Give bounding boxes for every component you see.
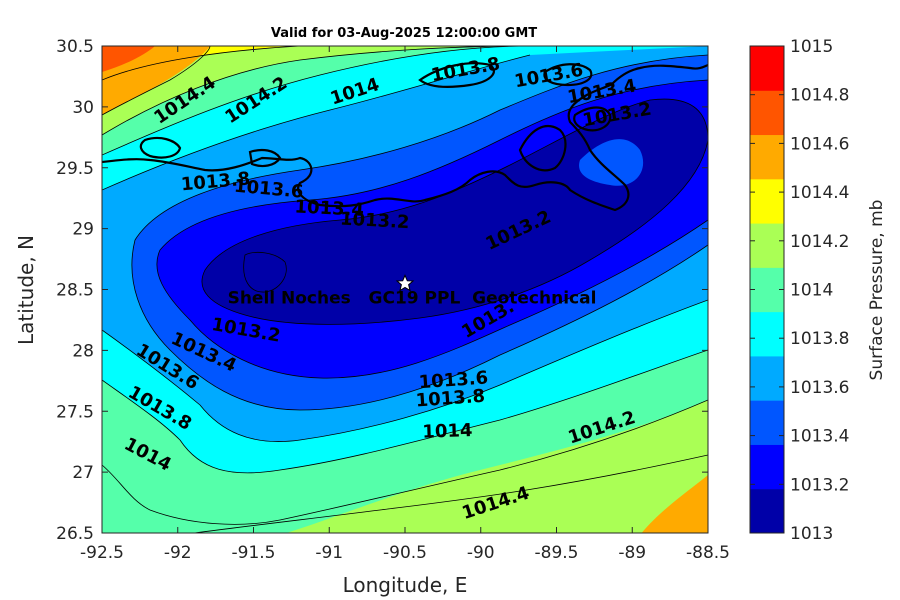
x-tick-label: -91 xyxy=(315,543,343,563)
coastline-delta xyxy=(518,106,612,172)
x-tick-label: -90 xyxy=(467,543,495,563)
band-1014.8-top-left xyxy=(102,46,155,72)
contour-line-1013.4 xyxy=(131,54,708,411)
colorbar-tick-label: 1014.2 xyxy=(790,232,849,252)
x-tick-label: -91.5 xyxy=(232,543,276,563)
colorbar-tick-label: 1013 xyxy=(790,524,833,544)
coastline-lake-borgne xyxy=(543,63,593,87)
contour-line-1013.6-south xyxy=(102,299,708,442)
y-tick-label: 28 xyxy=(72,341,94,361)
coastline xyxy=(102,62,708,212)
y-tick-label: 27 xyxy=(72,463,94,483)
contour-label: 1014 xyxy=(422,420,473,443)
contour-label: 1013.2 xyxy=(339,209,409,234)
colorbar: 1015 1014.8 1014.6 1014.4 1014.2 1014 1013.8 10… xyxy=(749,37,849,544)
band-1013 xyxy=(201,99,708,325)
x-tick-label: -92 xyxy=(164,543,192,563)
coastline-lake-pontchartrain xyxy=(418,62,495,88)
colorbar-tick-label: 1013.4 xyxy=(790,427,849,447)
contour-label: 1013.6 xyxy=(418,367,489,393)
band-1013.4-corner xyxy=(579,139,644,186)
x-tick-label: -89.5 xyxy=(535,543,579,563)
colorbar-tick-label: 1013.6 xyxy=(790,378,849,398)
y-tick-label: 28.5 xyxy=(56,281,94,301)
colorbar-tick-label: 1013.2 xyxy=(790,475,849,495)
x-tick-label: -90.5 xyxy=(383,543,427,563)
y-tick-label: 27.5 xyxy=(56,402,94,422)
colorbar-segment xyxy=(750,400,784,445)
band-1014.6-bottom-right xyxy=(641,475,708,533)
contour-label: 1013.8 xyxy=(415,386,486,412)
colorbar-segment xyxy=(750,311,784,357)
site-label: Shell Noches GC19 PPL Geotechnical xyxy=(228,288,597,308)
y-tick-label: 26.5 xyxy=(56,524,94,544)
y-tick-label: 30.5 xyxy=(56,37,94,57)
y-tick-label: 29.5 xyxy=(56,159,94,179)
colorbar-segment xyxy=(750,444,784,490)
contour-line-1013-inner xyxy=(243,251,287,293)
band-1014.6-top-left xyxy=(102,46,210,115)
colorbar-tick-label: 1014 xyxy=(790,281,833,301)
colorbar-tick-label: 1014.8 xyxy=(790,86,849,106)
colorbar-segment xyxy=(750,488,784,534)
x-axis-ticks: -92.5 -92 -91.5 -91 -90.5 -90 -89.5 -89 -88.5 xyxy=(80,46,730,563)
contour-line-1014-south xyxy=(102,399,708,525)
x-tick-label: -92.5 xyxy=(80,543,124,563)
colorbar-segment xyxy=(750,267,784,313)
colorbar-segment xyxy=(750,90,784,136)
colorbar-segment xyxy=(750,355,784,401)
coastline-west-bays xyxy=(139,136,282,168)
colorbar-segment xyxy=(750,178,784,224)
contour-line-1014.2 xyxy=(102,46,521,136)
contour-line-1014.4 xyxy=(102,46,301,81)
contour-line-1014.2-south xyxy=(191,454,708,533)
contour-line-1014 xyxy=(102,46,531,156)
y-tick-label: 29 xyxy=(72,220,94,240)
colorbar-tick-label: 1015 xyxy=(790,37,833,57)
contour-line-1013.8-south xyxy=(102,349,708,474)
colorbar-label: Surface Pressure, mb xyxy=(867,200,887,381)
contour-label: 1013.4 xyxy=(294,196,364,221)
x-tick-label: -88.5 xyxy=(686,543,730,563)
contour-line-1014.6 xyxy=(102,46,211,116)
colorbar-tick-label: 1014.4 xyxy=(790,183,849,203)
coastline-mainland xyxy=(102,63,708,212)
map-title: Valid for 03-Aug-2025 12:00:00 GMT xyxy=(271,26,537,41)
colorbar-segment xyxy=(750,46,784,91)
colorbar-tick-label: 1013.8 xyxy=(790,329,849,349)
x-tick-label: -89 xyxy=(618,543,646,563)
colorbar-tick-label: 1014.6 xyxy=(790,134,849,154)
site-marker: Shell Noches GC19 PPL Geotechnical xyxy=(228,274,597,308)
y-axis-ticks: 30.5 30 29.5 29 28.5 28 27.5 27 26.5 xyxy=(56,37,708,544)
contour-line-1013.2 xyxy=(156,79,708,379)
y-axis-label: Latitude, N xyxy=(14,235,38,345)
site-star-icon xyxy=(395,274,415,292)
x-axis-label: Longitude, E xyxy=(343,573,468,597)
colorbar-segment xyxy=(750,134,784,180)
colorbar-segment xyxy=(750,223,784,268)
y-tick-label: 30 xyxy=(72,98,94,118)
